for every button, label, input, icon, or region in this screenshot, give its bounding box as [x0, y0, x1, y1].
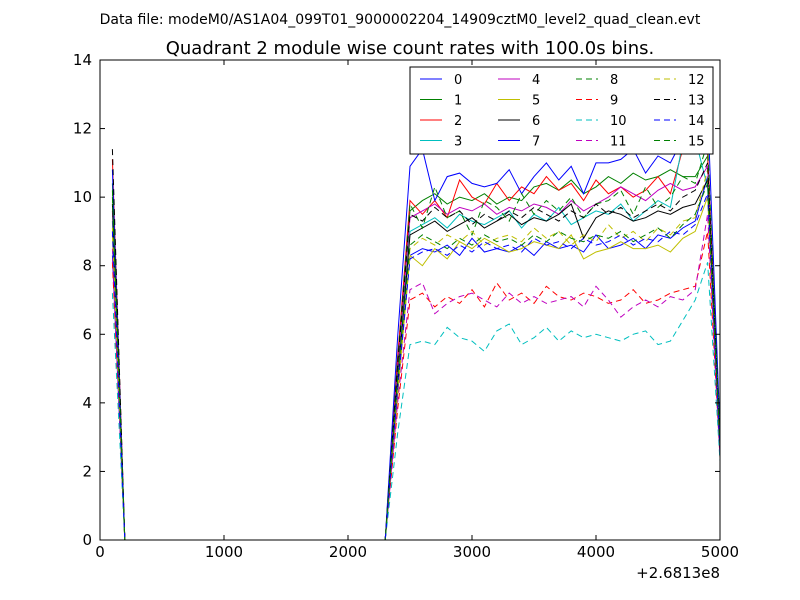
legend-label-6: 6	[532, 114, 540, 129]
data-file-label: Data file: modeM0/AS1A04_099T01_90000022…	[100, 12, 701, 28]
legend-label-14: 14	[688, 114, 705, 129]
series-line-13	[111, 149, 721, 541]
x-tick-label: 2000	[329, 543, 367, 561]
x-tick-label: 1000	[205, 543, 243, 561]
legend-label-9: 9	[610, 94, 618, 109]
series-line-14	[111, 193, 721, 541]
series-line-2	[111, 148, 721, 541]
legend-label-15: 15	[688, 135, 705, 150]
x-tick-label: 0	[95, 543, 105, 561]
legend-label-11: 11	[610, 135, 627, 150]
legend-label-12: 12	[688, 73, 705, 88]
x-tick-label: 4000	[577, 543, 615, 561]
legend-label-7: 7	[532, 135, 540, 150]
y-tick-label: 10	[73, 188, 92, 206]
plot-lines	[111, 107, 721, 541]
plot-frame	[99, 59, 721, 541]
legend-label-10: 10	[610, 114, 627, 129]
y-tick-label: 2	[82, 462, 92, 480]
legend-label-5: 5	[532, 94, 540, 109]
legend-label-3: 3	[454, 135, 462, 150]
series-line-7	[111, 107, 721, 541]
y-tick-label: 6	[82, 325, 92, 343]
series-line-15	[111, 183, 721, 541]
series-line-6	[111, 178, 721, 541]
legend-label-13: 13	[688, 94, 705, 109]
series-line-11	[111, 214, 721, 541]
y-tick-label: 12	[73, 120, 92, 138]
x-tick-label: 3000	[453, 543, 491, 561]
legend-label-1: 1	[454, 94, 462, 109]
y-tick-label: 0	[82, 531, 92, 549]
series-line-10	[111, 262, 721, 541]
series-line-4	[111, 164, 721, 541]
x-offset-label: +2.6813e8	[636, 564, 720, 582]
chart-title: Quadrant 2 module wise count rates with …	[166, 38, 655, 59]
series-line-9	[111, 231, 721, 541]
legend-label-8: 8	[610, 73, 618, 88]
y-tick-label: 4	[82, 394, 92, 412]
x-tick-label: 5000	[701, 543, 739, 561]
series-line-8	[111, 142, 721, 541]
y-tick-label: 8	[82, 257, 92, 275]
y-tick-label: 14	[73, 51, 92, 69]
legend-label-4: 4	[532, 73, 540, 88]
series-line-5	[111, 196, 721, 541]
series-line-12	[111, 169, 721, 541]
legend-label-0: 0	[454, 73, 462, 88]
legend-label-2: 2	[454, 114, 462, 129]
series-line-3	[111, 138, 721, 541]
legend-box	[409, 66, 714, 155]
